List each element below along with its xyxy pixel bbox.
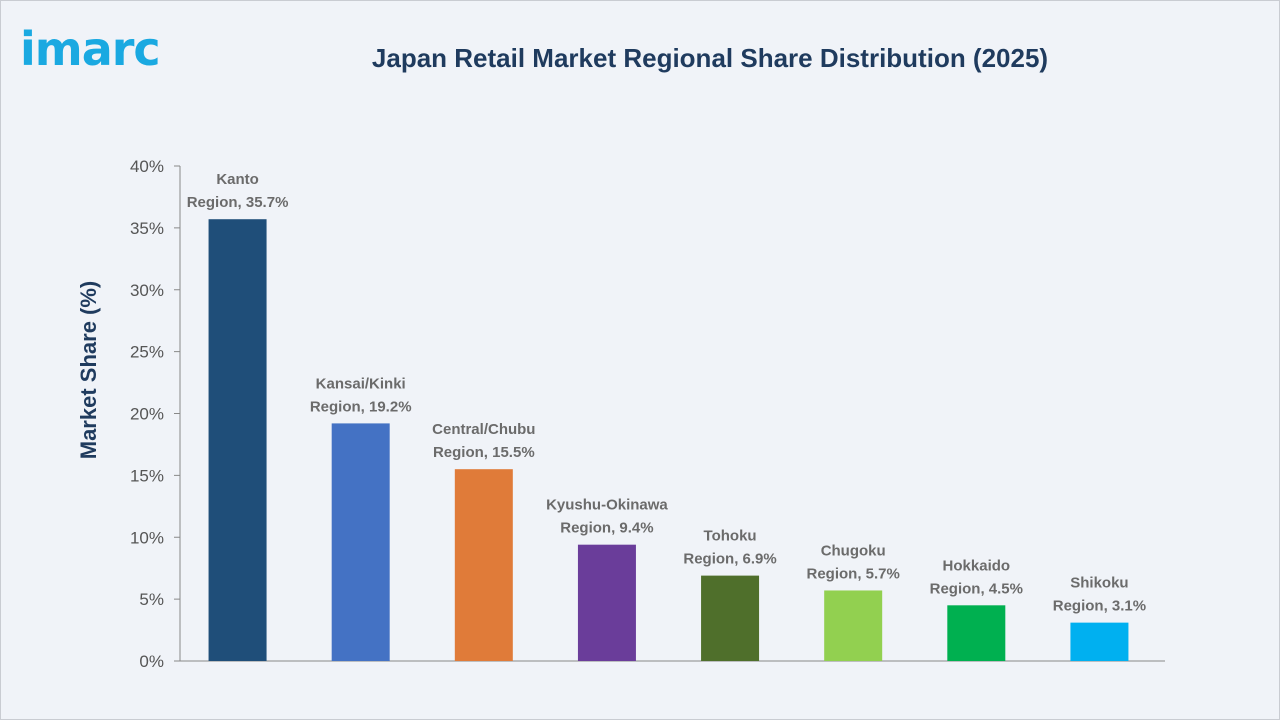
y-tick-label: 5% [139, 590, 164, 609]
chart-title: Japan Retail Market Regional Share Distr… [371, 43, 1049, 73]
y-tick-label: 10% [130, 528, 164, 547]
bar-data-label-line: Region, 15.5% [433, 444, 535, 461]
bar-data-label-line: Kansai/Kinki [316, 375, 406, 392]
data-labels: Kanto Region, 35.7% Kansai/Kinki Region, 19… [187, 171, 1146, 614]
bar-data-label: Central/Chubu Region, 15.5% [432, 421, 535, 461]
bar-data-label: Kyushu-Okinawa Region, 9.4% [546, 497, 668, 537]
y-tick-label: 0% [139, 652, 164, 671]
y-tick-label: 25% [130, 343, 164, 362]
bar-data-label-line: Region, 3.1% [1053, 598, 1146, 615]
bar-data-label: Chugoku Region, 5.7% [807, 542, 900, 582]
bar-data-label-line: Region, 35.7% [187, 194, 289, 211]
bar [701, 575, 760, 661]
y-tick-label: 15% [130, 466, 164, 485]
y-axis: 0% 5% 10% 15% 20% 25% 30% 35% 40% [130, 157, 1165, 671]
bar-data-label-line: Kanto [216, 171, 259, 188]
imarc-logo: imarc [20, 22, 161, 76]
bar-data-label-line: Region, 9.4% [560, 520, 653, 537]
bar [947, 605, 1006, 661]
bar [208, 219, 267, 661]
bar [577, 544, 636, 661]
bar-data-label: Shikoku Region, 3.1% [1053, 575, 1146, 615]
bar-data-label: Tohoku Region, 6.9% [683, 528, 776, 568]
y-tick-label: 20% [130, 405, 164, 424]
bar-data-label-line: Region, 19.2% [310, 398, 412, 415]
y-tick-label: 30% [130, 281, 164, 300]
bar-data-label: Hokkaido Region, 4.5% [930, 557, 1023, 597]
bar [454, 469, 513, 661]
bar-data-label: Kanto Region, 35.7% [187, 171, 289, 211]
bar-data-label-line: Shikoku [1070, 575, 1128, 592]
bar-data-label-line: Region, 5.7% [807, 565, 900, 582]
bar-data-label-line: Chugoku [821, 542, 886, 559]
y-axis-label: Market Share (%) [76, 281, 101, 460]
bar [1070, 622, 1129, 661]
y-tick-label: 40% [130, 157, 164, 176]
bar [824, 590, 883, 661]
bar-data-label-line: Region, 6.9% [683, 551, 776, 568]
bar-data-label-line: Kyushu-Okinawa [546, 497, 668, 514]
bar-data-label: Kansai/Kinki Region, 19.2% [310, 375, 412, 415]
bar-data-label-line: Tohoku [704, 528, 757, 545]
y-tick-label: 35% [130, 219, 164, 238]
bar [331, 423, 390, 661]
bar-data-label-line: Hokkaido [943, 557, 1011, 574]
bars [208, 219, 1129, 661]
bar-data-label-line: Central/Chubu [432, 421, 535, 438]
bar-data-label-line: Region, 4.5% [930, 580, 1023, 597]
